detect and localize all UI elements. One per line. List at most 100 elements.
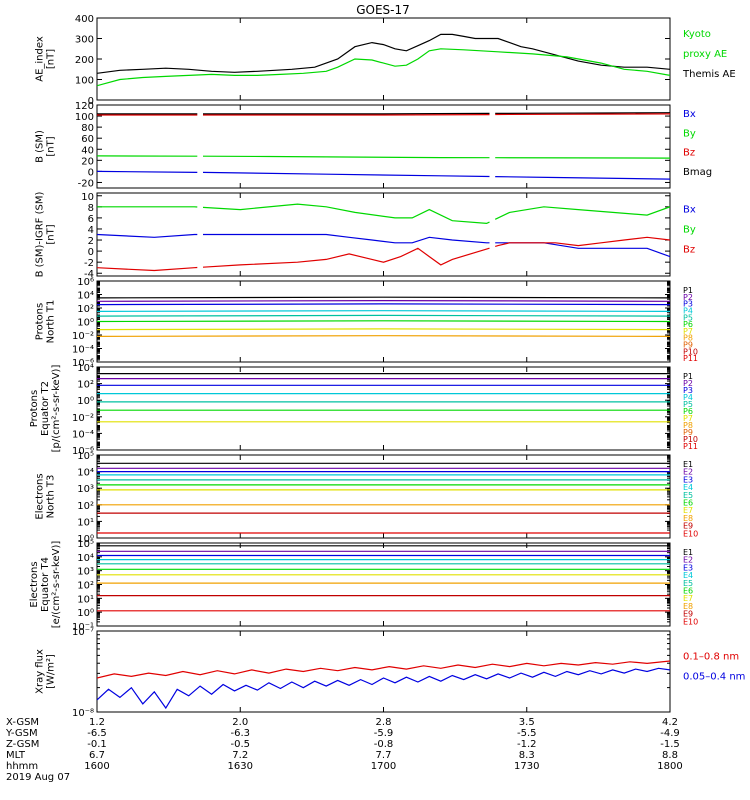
legend-entry: P4: [683, 306, 693, 315]
y-tick-label: 80: [81, 123, 94, 134]
series-line-Bz: [202, 247, 490, 268]
x-tick-value: 1.2: [89, 717, 105, 728]
legend-entry: By: [683, 128, 696, 139]
y-tick-label: 6: [88, 214, 94, 225]
series-line-0.05–0.4 nm: [97, 667, 670, 710]
series-line-By: [202, 203, 490, 225]
x-tick-value: -0.8: [374, 739, 394, 750]
y-axis-label: Protons: [35, 303, 46, 340]
y-axis-label: North T3: [46, 475, 57, 519]
x-tick-value: 7.2: [232, 750, 248, 761]
y-axis-label: [nT]: [46, 136, 57, 156]
y-tick-label: 0: [88, 247, 94, 258]
y-tick-label: 4: [88, 225, 94, 236]
legend-entry: P10: [683, 435, 698, 444]
y-axis-label: B (SM)-IGRF (SM): [35, 192, 46, 278]
y-tick-label: 40: [81, 145, 94, 156]
plot-title: GOES-17: [356, 3, 410, 17]
y-tick-label: 8: [88, 203, 94, 214]
y-tick-label: -2: [84, 258, 94, 269]
legend-entry: P10: [683, 347, 698, 356]
series-line-Bz: [495, 236, 670, 247]
y-tick-label: 10³: [77, 567, 94, 578]
legend-entry: Bmag: [683, 167, 712, 178]
y-tick-label: 400: [75, 14, 94, 25]
y-tick-label: 10⁰: [77, 396, 94, 407]
legend-entry: P11: [683, 354, 698, 363]
series-line-Bmag: [203, 112, 490, 115]
x-tick-value: 1700: [371, 761, 396, 772]
y-tick-label: 10⁶: [77, 277, 94, 288]
legend-entry: E5: [683, 579, 693, 588]
x-tick-value: 2.0: [232, 717, 248, 728]
legend-entry: 0.1–0.8 nm: [683, 652, 739, 663]
y-axis-label: Protons: [29, 390, 40, 427]
legend-entry: Themis AE: [682, 69, 736, 80]
series-line-Bx: [97, 170, 198, 173]
legend-entry: P1: [683, 286, 693, 295]
x-tick-value: -5.9: [374, 728, 394, 739]
panel-p_equator: 10⁻⁶ 10⁻⁴ 10⁻² 10⁰ 10² 10⁴ Protons Equator T2 [p…: [29, 363, 698, 457]
x-tick-value: -0.5: [230, 739, 250, 750]
legend-entry: P8: [683, 421, 693, 430]
x-tick-value: -1.5: [660, 739, 680, 750]
y-axis-label: Equator T2: [40, 381, 51, 436]
legend-entry: E4: [683, 571, 693, 580]
series-line-Bz: [495, 113, 670, 116]
y-axis-label: AE_index: [35, 36, 46, 82]
y-axis-label: [nT]: [46, 49, 57, 69]
x-row-label: Y-GSM: [5, 728, 38, 739]
legend-entry: P11: [683, 442, 698, 451]
legend-entry: P7: [683, 414, 693, 423]
panel-ae: 0 100 200 300 400 AE_index [nT] Kyoto proxy AE Th…: [35, 14, 736, 107]
panel-frame: [96, 366, 671, 451]
panel-xray: 10⁻⁸ 10⁻⁷ Xray flux [W/m²] 0.1–0.8 nm 0.05–0.…: [35, 627, 746, 719]
legend-entry: proxy AE: [683, 49, 727, 60]
x-row-label: X-GSM: [6, 717, 39, 728]
x-tick-value: 1730: [514, 761, 539, 772]
y-tick-label: 0: [88, 167, 94, 178]
series-line-Bx: [495, 176, 670, 180]
legend-entry: P8: [683, 334, 693, 343]
legend-entry: P7: [683, 327, 693, 336]
series-line-P8: [97, 335, 670, 337]
y-tick-label: 10⁰: [77, 534, 94, 545]
legend-entry: E7: [683, 506, 693, 515]
legend-entry: P3: [683, 300, 693, 309]
series-line-P1: [97, 296, 670, 299]
x-tick-value: -6.3: [230, 728, 250, 739]
series-line-By: [202, 155, 490, 159]
y-tick-label: 10⁴: [77, 363, 94, 374]
y-tick-label: 10³: [77, 484, 94, 495]
series-line-P4: [97, 310, 670, 312]
legend-entry: E6: [683, 587, 693, 596]
y-tick-label: 10⁻²: [72, 331, 94, 342]
series-line-Bx: [202, 171, 490, 178]
legend-entry: P9: [683, 428, 693, 437]
series-line-P7: [97, 328, 670, 331]
series-line-Bx: [203, 233, 490, 244]
y-tick-label: 60: [81, 134, 94, 145]
panel-p_north: 10⁻⁶ 10⁻⁴ 10⁻² 10⁰ 10² 10⁴ 10⁶ Protons North T1 P…: [35, 277, 699, 369]
y-axis-label: Electrons: [35, 473, 46, 519]
legend-entry: Bz: [683, 148, 695, 159]
legend-entry: P6: [683, 407, 693, 416]
x-row-label: Z-GSM: [6, 739, 39, 750]
legend-entry: E10: [683, 617, 698, 626]
legend-entry: E6: [683, 499, 693, 508]
y-axis-label: [p/(cm²-s-sr-keV)]: [51, 365, 62, 453]
panel-frame: [96, 192, 671, 277]
y-tick-label: 10⁻⁶: [72, 358, 94, 369]
y-tick-label: 10⁻⁷: [72, 627, 94, 638]
legend-entry: P9: [683, 341, 693, 350]
legend-entry: E5: [683, 491, 693, 500]
series-line-Themis AE: [97, 33, 670, 74]
y-tick-label: 10⁻⁴: [72, 345, 94, 356]
y-tick-label: 20: [81, 156, 94, 167]
x-tick-value: 4.2: [662, 717, 678, 728]
y-tick-label: 100: [75, 112, 94, 123]
y-tick-label: 10²: [77, 501, 94, 512]
x-tick-value: -6.5: [87, 728, 107, 739]
